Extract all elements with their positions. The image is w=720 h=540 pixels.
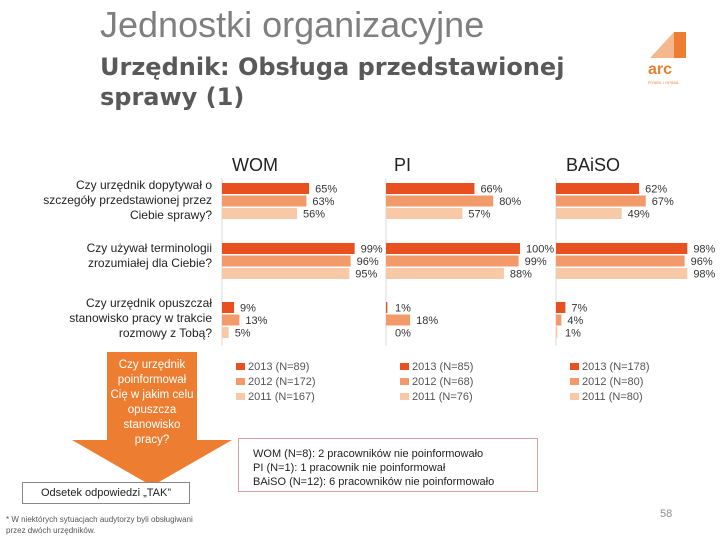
data-label: 65% bbox=[315, 184, 337, 196]
legend-label: 2013 (N=89) bbox=[248, 361, 309, 373]
bar-wom-2012 bbox=[222, 195, 307, 207]
bar-wom-2011 bbox=[222, 208, 298, 219]
note-line: WOM (N=8): 2 pracowników nie poinformowa… bbox=[253, 448, 484, 460]
legend-swatch bbox=[570, 393, 579, 400]
data-label: 66% bbox=[480, 184, 502, 196]
legend-label: 2012 (N=172) bbox=[248, 376, 316, 388]
arrow-question: Czy urzędnik poinformował Cię w jakim ce… bbox=[110, 359, 194, 446]
data-label: 95% bbox=[355, 269, 377, 281]
data-label: 18% bbox=[416, 315, 438, 327]
data-label: 1% bbox=[565, 328, 581, 340]
data-label: 99% bbox=[525, 256, 547, 268]
data-label: 99% bbox=[361, 244, 383, 256]
legend-label: 2012 (N=68) bbox=[412, 376, 473, 388]
data-label: 62% bbox=[645, 184, 667, 196]
bar-wom-2013 bbox=[222, 183, 310, 194]
bar-wom-2012 bbox=[222, 314, 240, 326]
data-label: 9% bbox=[240, 303, 256, 315]
data-label: 1% bbox=[395, 303, 411, 315]
bar-baiso-2011 bbox=[556, 208, 622, 219]
page-title: Jednostki organizacyjne bbox=[100, 4, 485, 45]
bar-wom-2011 bbox=[222, 268, 350, 279]
page-number: 58 bbox=[660, 508, 673, 520]
data-label: 56% bbox=[303, 209, 325, 221]
logo-subtext: RYNEK I OPINIA bbox=[648, 80, 679, 85]
data-label: 67% bbox=[652, 196, 674, 208]
down-arrow-shape bbox=[72, 352, 232, 486]
bar-wom-2012 bbox=[222, 255, 351, 267]
arc-logo: arc RYNEK I OPINIA bbox=[648, 32, 686, 85]
bar-pi-2012 bbox=[386, 314, 411, 326]
legend-label: 2013 (N=178) bbox=[582, 361, 650, 373]
bar-pi-2013 bbox=[386, 183, 475, 194]
legend-swatch bbox=[400, 378, 409, 385]
legend-label: 2011 (N=167) bbox=[248, 391, 315, 403]
bar-pi-2011 bbox=[386, 208, 463, 219]
data-label: 13% bbox=[245, 315, 267, 327]
legend-label: 2012 (N=80) bbox=[582, 376, 643, 388]
question-label-3: Czy urzędnik opuszczał stanowisko pracy … bbox=[69, 296, 212, 340]
bar-baiso-2012 bbox=[556, 314, 562, 326]
data-label: 7% bbox=[571, 303, 587, 315]
note-box: WOM (N=8): 2 pracowników nie poinformowa… bbox=[238, 438, 538, 492]
bar-baiso-2011 bbox=[556, 268, 688, 279]
bar-baiso-2013 bbox=[556, 183, 640, 194]
data-label: 0% bbox=[395, 328, 411, 340]
legend-label: 2011 (N=76) bbox=[412, 391, 473, 403]
data-label: 49% bbox=[628, 209, 650, 221]
data-label: 4% bbox=[567, 315, 583, 327]
question-label-2: Czy używał terminologii zrozumiałej dla … bbox=[86, 241, 212, 270]
data-label: 96% bbox=[691, 256, 713, 268]
note-line: BAiSO (N=12): 6 pracowników nie poinform… bbox=[253, 476, 495, 488]
bar-pi-2011 bbox=[386, 268, 504, 279]
bar-baiso-2011 bbox=[556, 327, 558, 338]
note-line: PI (N=1): 1 pracownik nie poinformował bbox=[253, 462, 446, 474]
bar-pi-2012 bbox=[386, 195, 494, 207]
data-label: 57% bbox=[468, 209, 490, 221]
data-label: 100% bbox=[526, 244, 554, 256]
bar-wom-2011 bbox=[222, 327, 229, 338]
bar-pi-2013 bbox=[386, 243, 520, 254]
bar-baiso-2013 bbox=[556, 302, 566, 313]
bar-baiso-2012 bbox=[556, 195, 646, 207]
bar-baiso-2012 bbox=[556, 255, 685, 267]
legend-swatch bbox=[400, 363, 409, 370]
legend-label: 2013 (N=85) bbox=[412, 361, 473, 373]
data-label: 96% bbox=[357, 256, 379, 268]
logo-text: arc bbox=[648, 61, 672, 78]
legend-swatch bbox=[236, 378, 245, 385]
data-label: 63% bbox=[312, 196, 334, 208]
data-label: 98% bbox=[693, 269, 715, 281]
legend-swatch bbox=[570, 378, 579, 385]
legend-swatch bbox=[236, 393, 245, 400]
question-label-1: Czy urzędnik dopytywał o szczegóły przed… bbox=[43, 178, 212, 222]
column-header-wom: WOM bbox=[232, 155, 278, 175]
data-label: 5% bbox=[235, 328, 251, 340]
bar-pi-2012 bbox=[386, 255, 519, 267]
bar-baiso-2013 bbox=[556, 243, 688, 254]
data-label: 98% bbox=[693, 244, 715, 256]
legend-label: 2011 (N=80) bbox=[582, 391, 643, 403]
legend-swatch bbox=[400, 393, 409, 400]
column-header-pi: PI bbox=[394, 155, 412, 175]
legend-swatch bbox=[236, 363, 245, 370]
page-subtitle: Urzędnik: Obsługa przedstawionej sprawy … bbox=[100, 53, 565, 111]
data-label: 80% bbox=[499, 196, 521, 208]
column-header-baiso: BAiSO bbox=[566, 155, 621, 175]
arrow-caption: Odsetek odpowiedzi „TAK” bbox=[22, 482, 190, 504]
footnote: * W niektórych sytuacjach audytorzy byli… bbox=[6, 515, 193, 535]
bar-wom-2013 bbox=[222, 302, 235, 313]
bar-pi-2013 bbox=[386, 302, 388, 313]
bar-wom-2013 bbox=[222, 243, 355, 254]
data-label: 88% bbox=[510, 269, 532, 281]
legend-swatch bbox=[570, 363, 579, 370]
